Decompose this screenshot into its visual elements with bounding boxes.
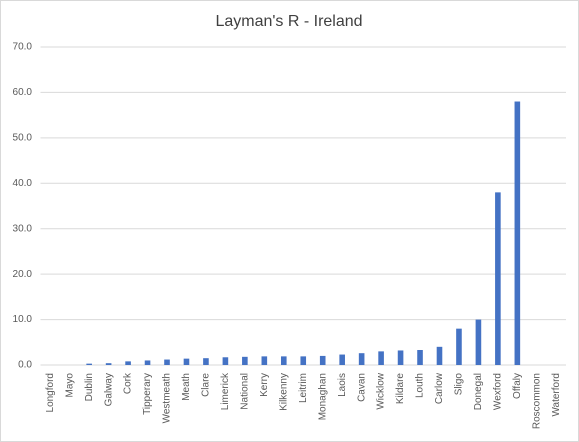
- bar: [397, 350, 404, 365]
- y-tick-label: 0.0: [18, 360, 32, 371]
- x-tick-label: Waterford: [551, 373, 562, 417]
- bar: [261, 356, 268, 365]
- bar: [144, 360, 151, 365]
- bar: [495, 192, 501, 365]
- x-tick-label: Clare: [201, 373, 212, 397]
- y-tick-label: 30.0: [13, 223, 33, 234]
- bar: [319, 355, 326, 365]
- bar: [456, 328, 462, 365]
- bar: [339, 354, 345, 365]
- bar: [125, 361, 131, 365]
- y-tick-label: 20.0: [13, 269, 33, 280]
- bar: [358, 353, 365, 365]
- bar: [222, 357, 229, 365]
- x-tick-label: Dublin: [84, 373, 95, 401]
- x-tick-label: Tipperary: [142, 373, 153, 415]
- x-tick-label: Longford: [45, 373, 56, 412]
- bar: [417, 350, 423, 365]
- x-tick-label: Wexford: [493, 373, 504, 410]
- bar: [164, 359, 170, 365]
- x-tick-label: Kerry: [259, 373, 270, 397]
- x-tick-label: Offaly: [512, 373, 523, 399]
- x-tick-label: Wicklow: [376, 372, 387, 409]
- x-tick-label: Meath: [181, 373, 192, 401]
- x-tick-label: Laois: [337, 373, 348, 397]
- x-tick-label: Cork: [123, 372, 134, 394]
- x-tick-label: Donegal: [473, 373, 484, 410]
- y-tick-label: 60.0: [13, 87, 33, 98]
- x-tick-label: Westmeath: [162, 373, 173, 423]
- x-tick-label: Limerick: [220, 372, 231, 410]
- x-tick-label: Sligo: [454, 373, 465, 396]
- x-tick-label: Cavan: [356, 373, 367, 402]
- chart-title: Layman's R - Ireland: [215, 13, 362, 30]
- bar: [514, 101, 521, 365]
- bar: [105, 363, 112, 365]
- bar: [300, 356, 307, 365]
- x-tick-label: Kilkenny: [278, 373, 289, 411]
- y-tick-label: 10.0: [13, 314, 33, 325]
- bar: [86, 363, 92, 365]
- bar: [203, 358, 209, 365]
- y-tick-label: 50.0: [13, 132, 33, 143]
- bar: [475, 319, 482, 365]
- y-tick-label: 40.0: [13, 178, 33, 189]
- x-tick-label: Louth: [415, 373, 426, 398]
- bar: [183, 358, 190, 365]
- bar: [242, 356, 248, 365]
- bar: [378, 351, 384, 365]
- x-tick-label: Mayo: [64, 373, 75, 398]
- y-tick-label: 70.0: [13, 42, 33, 53]
- x-tick-label: Leitrim: [298, 373, 309, 403]
- x-tick-label: Carlow: [434, 372, 445, 404]
- bar: [436, 346, 443, 365]
- x-tick-label: Galway: [103, 373, 114, 406]
- x-tick-label: Roscommon: [531, 373, 542, 429]
- x-tick-label: National: [240, 373, 251, 410]
- x-tick-label: Monaghan: [317, 373, 328, 420]
- x-tick-label: Kildare: [395, 373, 406, 405]
- bar: [280, 356, 287, 365]
